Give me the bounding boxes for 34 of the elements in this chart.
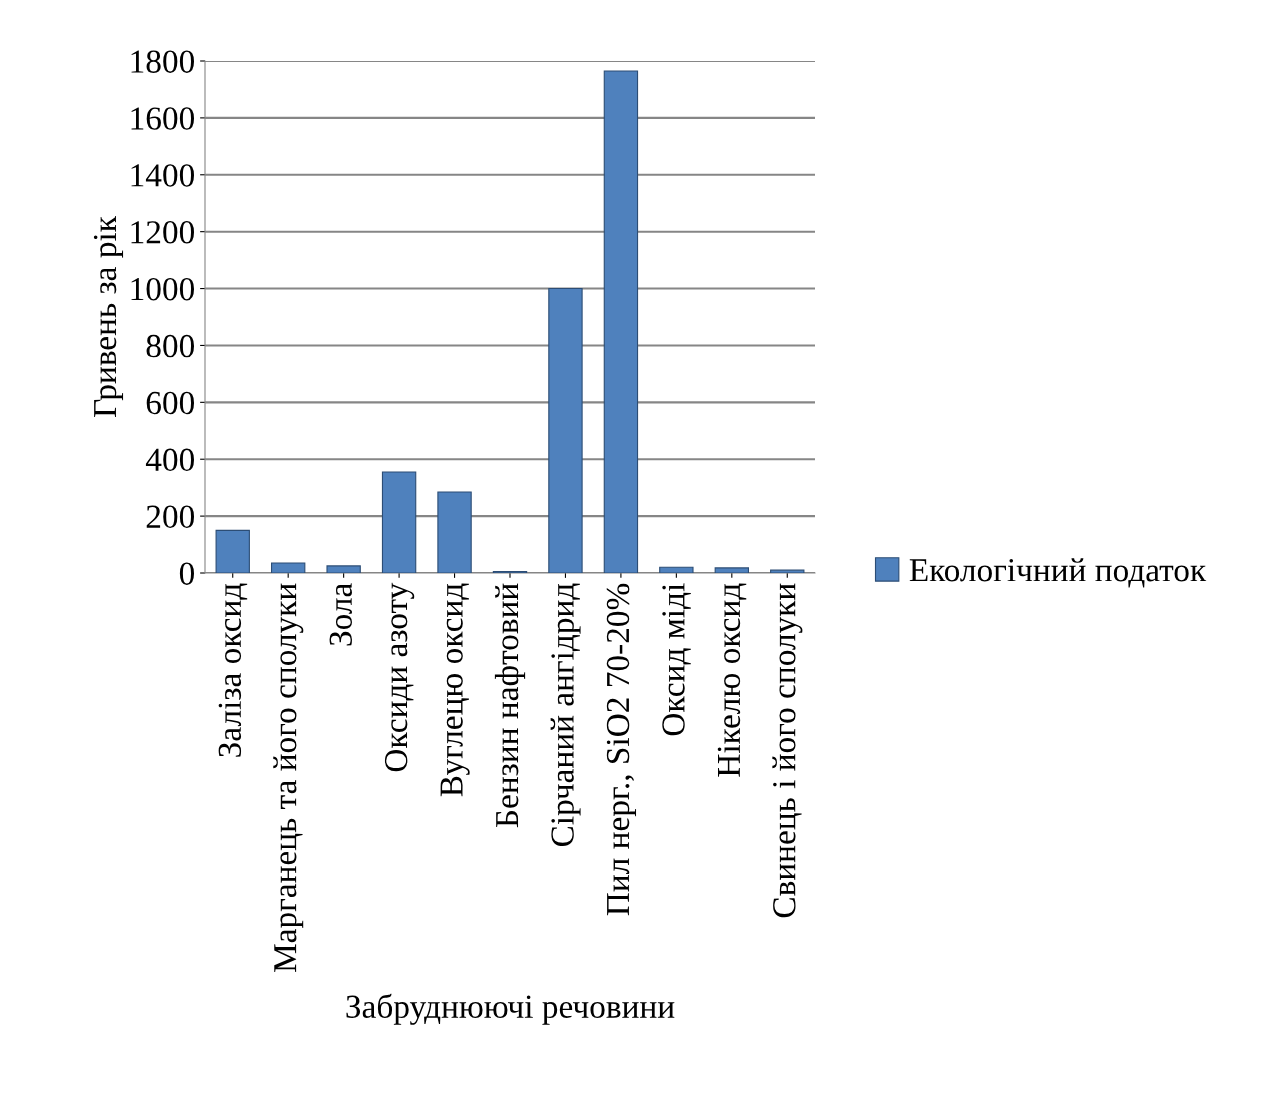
y-tick-label: 1200	[131, 221, 195, 244]
x-tick-label: Сірчаний ангідрид	[550, 583, 581, 847]
y-tick-label: 200	[146, 505, 195, 528]
bar	[603, 70, 639, 573]
bar	[770, 569, 805, 573]
y-tick-label: 1400	[131, 164, 195, 187]
y-tick-label: 1600	[131, 107, 195, 130]
x-tick-label: Нікелю оксид	[717, 583, 747, 777]
y-tick-label: 0	[179, 562, 195, 585]
y-tick-label: 400	[145, 448, 195, 472]
x-tick-label: Свинець і його сполуки	[772, 583, 803, 918]
x-tick-label: Оксид міді	[662, 583, 691, 736]
x-tick-label: Марганець та його сполуки	[273, 583, 304, 972]
bar	[270, 562, 306, 573]
bar	[326, 565, 361, 573]
x-tick-label: Вуглецю оксид	[440, 583, 470, 797]
x-tick-label: Зола	[329, 583, 352, 646]
x-tick-label: Заліза оксид	[218, 583, 248, 757]
legend-label: Екологічний податок	[909, 558, 1207, 588]
x-tick-label: Бензин нафтовий	[494, 583, 526, 828]
bar	[659, 566, 694, 573]
y-tick-label: 600	[146, 391, 195, 415]
bar	[381, 471, 417, 573]
y-tick-label: 1000	[131, 277, 195, 301]
bar	[215, 529, 250, 573]
y-axis-title: Гривень за рік	[93, 216, 124, 417]
bar	[437, 491, 472, 573]
bar	[548, 288, 583, 573]
bar	[714, 567, 750, 573]
y-tick-label: 1800	[131, 50, 195, 73]
y-tick-label: 800	[146, 334, 195, 358]
x-tick-label: Оксиди азоту	[384, 582, 415, 772]
x-axis-title: Забруднюючі речовини	[346, 993, 675, 1025]
x-tick-label: Пил нерг., SiO2 70-20%	[606, 583, 637, 916]
